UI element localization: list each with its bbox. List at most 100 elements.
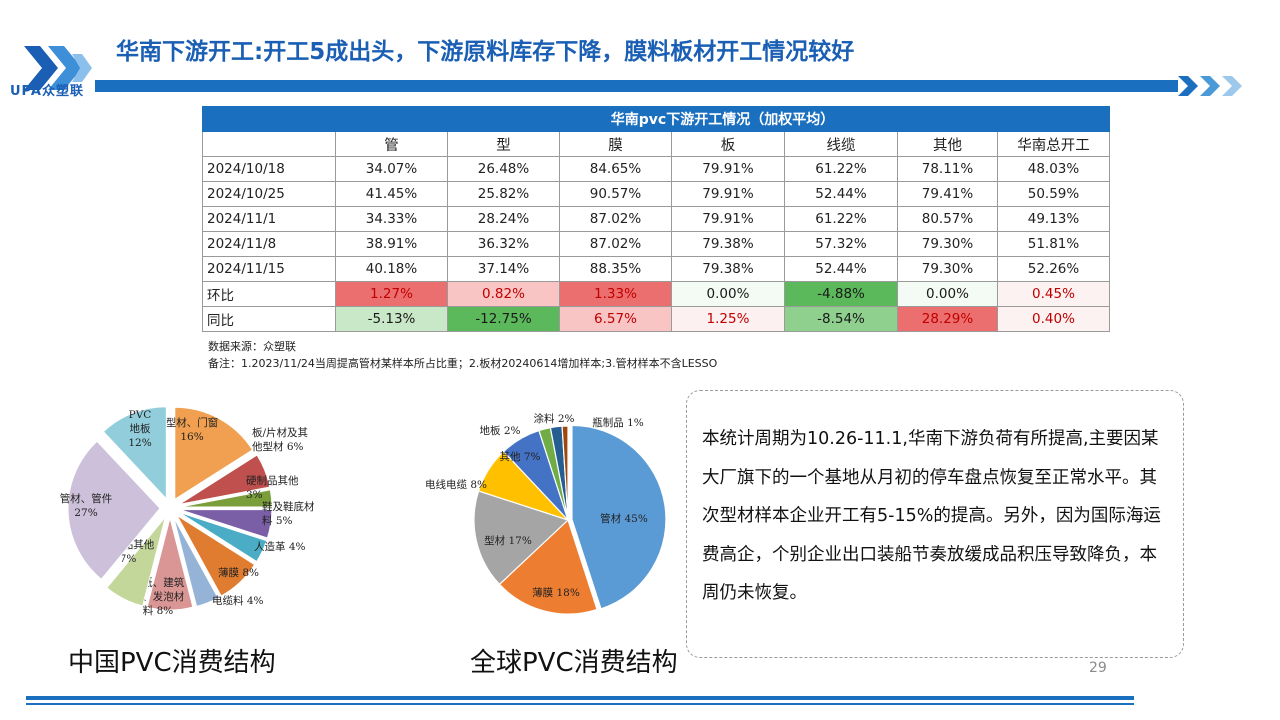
table-cell: 34.33% — [335, 206, 448, 232]
table-cell: 80.57% — [897, 206, 998, 232]
pie-slice — [473, 490, 570, 586]
row-date: 2024/11/1 — [202, 206, 336, 232]
pie-label: 型材、门窗 — [166, 416, 219, 429]
table-cell: 87.02% — [559, 231, 672, 257]
table-cell: 79.41% — [897, 181, 998, 207]
header-divider — [95, 80, 1178, 92]
pie-slice — [561, 425, 569, 521]
pie-label: 12% — [128, 437, 151, 449]
table-cell: 50.59% — [997, 181, 1110, 207]
page-number: 29 — [1089, 660, 1107, 676]
table-cell: -4.88% — [784, 281, 898, 307]
column-header: 华南总开工 — [997, 131, 1110, 157]
table-cell: 0.82% — [447, 281, 560, 307]
table-cell: 38.91% — [335, 231, 448, 257]
table-cell: 41.45% — [335, 181, 448, 207]
header-corner — [202, 106, 336, 132]
mom-row: 环比 1.27% 0.82% 1.33% 0.00% -4.88% 0.00% … — [202, 281, 1110, 307]
table-cell: 88.35% — [559, 256, 672, 282]
china-pie-caption: 中国PVC消费结构 — [68, 648, 276, 678]
table-cell: 0.00% — [897, 281, 998, 307]
table-cell: 52.26% — [997, 256, 1110, 282]
table-cell: 49.13% — [997, 206, 1110, 232]
table-cell: 26.48% — [447, 156, 560, 182]
column-header: 膜 — [559, 131, 672, 157]
table-cell: 1.33% — [559, 281, 672, 307]
table-cell: -12.75% — [447, 306, 560, 332]
pie-slice — [179, 489, 273, 508]
pie-slice — [179, 454, 271, 505]
pie-label: 涂料 2% — [534, 412, 575, 425]
pie-label: 16% — [180, 431, 203, 443]
table-cell: 78.11% — [897, 156, 998, 182]
table-cell: 79.91% — [671, 206, 785, 232]
column-header: 型 — [447, 131, 560, 157]
source-note: 数据来源：众塑联 — [208, 340, 296, 353]
column-header: 管 — [335, 131, 448, 157]
pie-label: 管材 45% — [600, 512, 648, 525]
table-cell: -5.13% — [335, 306, 448, 332]
pie-slice — [571, 424, 667, 610]
pie-slice — [67, 440, 161, 580]
footer-line — [26, 703, 1134, 705]
table-cell: 6.57% — [559, 306, 672, 332]
yoy-row: 同比 -5.13% -12.75% 6.57% 1.25% -8.54% 28.… — [202, 306, 1110, 332]
pie-label: 薄膜 18% — [532, 586, 580, 599]
table-cell: 0.00% — [671, 281, 785, 307]
table-cell: 90.57% — [559, 181, 672, 207]
pie-label: 其他 7% — [500, 450, 541, 463]
pie-slice — [173, 517, 219, 608]
table-cell: 0.45% — [997, 281, 1110, 307]
table-row: 2024/11/8 38.91% 36.32% 87.02% 79.38% 57… — [202, 231, 1110, 257]
table-cell: 79.38% — [671, 231, 785, 257]
pie-slice — [178, 511, 268, 563]
global-pvc-pie-chart: 管材 45% 薄膜 18% 型材 17% 电线电缆 8% 其他 7% 地板 2% 涂料 2%… — [425, 412, 667, 615]
column-header: 线缆 — [784, 131, 898, 157]
table-notes: 数据来源：众塑联 备注：1.2023/11/24当周提高管材某样本所占比重；2.… — [208, 338, 717, 372]
pie-label: 板/片材及其 — [252, 426, 308, 439]
table-cell: 84.65% — [559, 156, 672, 182]
pie-label: 他型材 6% — [252, 440, 304, 453]
pie-label: 管材、管件 — [60, 492, 113, 505]
table-cell: 1.25% — [671, 306, 785, 332]
table-cell: 51.81% — [997, 231, 1110, 257]
table-cell: 52.44% — [784, 256, 898, 282]
table-row: 2024/11/15 40.18% 37.14% 88.35% 79.38% 5… — [202, 256, 1110, 282]
pie-slice — [174, 406, 254, 501]
pie-label: 27% — [74, 507, 97, 519]
pie-slice — [176, 514, 256, 597]
table-cell: 0.40% — [997, 306, 1110, 332]
table-cell: 87.02% — [559, 206, 672, 232]
table-cell: 52.44% — [784, 181, 898, 207]
row-date: 2024/10/25 — [202, 181, 336, 207]
pie-label: 7% — [120, 553, 137, 565]
pie-label: 料 8% — [143, 604, 174, 617]
commentary-text: 本统计周期为10.26-11.1,华南下游负荷有所提高,主要因某大厂旗下的一个基… — [702, 429, 1161, 603]
table-cell: 28.24% — [447, 206, 560, 232]
row-date: 2024/11/8 — [202, 231, 336, 257]
pie-label: 电缆料 4% — [212, 594, 264, 607]
column-corner — [202, 131, 336, 157]
pie-label: 鞋及鞋底材 — [262, 500, 315, 513]
row-label: 同比 — [202, 306, 336, 332]
footer-bar — [26, 696, 1134, 700]
table-cell: 79.38% — [671, 256, 785, 282]
global-pie-caption: 全球PVC消费结构 — [470, 648, 678, 678]
pie-slice — [106, 516, 166, 607]
remark-note: 备注：1.2023/11/24当周提高管材某样本所占比重；2.板材2024061… — [208, 357, 718, 370]
chevrons-icon — [1178, 76, 1242, 96]
table-cell: 28.29% — [897, 306, 998, 332]
column-header: 其他 — [897, 131, 998, 157]
pie-label: 3% — [246, 489, 263, 501]
pie-label: 地板 2% — [480, 424, 521, 437]
table-row: 2024/10/25 41.45% 25.82% 90.57% 79.91% 5… — [202, 181, 1110, 207]
table-cell: 1.27% — [335, 281, 448, 307]
pie-slice — [179, 509, 273, 539]
commentary-box — [686, 390, 1184, 658]
page-title: 华南下游开工:开工5成出头，下游原料库存下降，膜料板材开工情况较好 — [116, 39, 855, 65]
table-cell: 25.82% — [447, 181, 560, 207]
pie-label: 硬制品其他 — [246, 474, 299, 487]
table-row: 2024/10/18 34.07% 26.48% 84.65% 79.91% 6… — [202, 156, 1110, 182]
kaigong-table: 华南pvc下游开工情况（加权平均） 管 型 膜 板 线缆 其他 华南总开工 20… — [202, 106, 1110, 332]
